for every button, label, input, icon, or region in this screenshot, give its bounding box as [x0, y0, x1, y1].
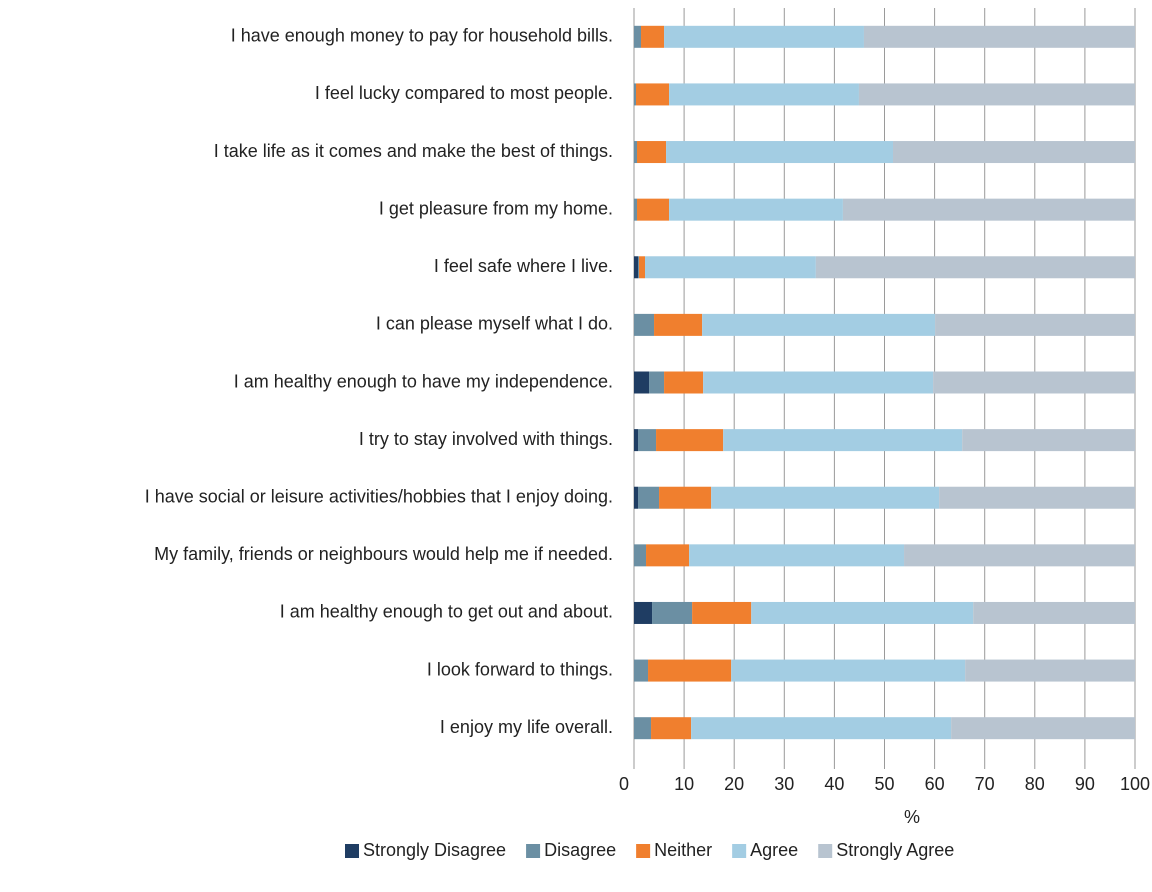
bar-segment: [935, 313, 1135, 336]
y-tick-label: I am healthy enough to have my independe…: [234, 371, 613, 391]
bar-segment: [951, 717, 1135, 740]
y-tick-label: I can please myself what I do.: [376, 314, 613, 334]
legend-swatch: [526, 844, 541, 858]
x-tick-label: 20: [724, 774, 744, 794]
legend-label: Agree: [750, 840, 798, 860]
legend-swatch: [345, 844, 359, 858]
bar-segment: [711, 486, 940, 509]
bar-segment: [702, 313, 936, 336]
bar-segment: [703, 371, 934, 394]
bar-segment: [634, 717, 652, 740]
bar-segment: [634, 601, 653, 624]
x-tick-label: 70: [975, 774, 995, 794]
bar-segment: [637, 141, 667, 164]
bar-segment: [664, 25, 864, 48]
y-tick-label: I am healthy enough to get out and about…: [280, 602, 613, 622]
bar-segment: [842, 198, 1135, 221]
bar-segment: [904, 544, 1135, 567]
bar-segment: [656, 429, 724, 452]
x-axis-label: %: [904, 807, 920, 827]
bar-segment: [664, 371, 704, 394]
bar-segment: [634, 371, 650, 394]
y-tick-label: I enjoy my life overall.: [440, 717, 613, 737]
bar-segment: [634, 659, 649, 682]
bar-segment: [634, 198, 638, 221]
bar-segment: [634, 25, 642, 48]
bar-segment: [634, 83, 637, 106]
bar-segment: [645, 256, 816, 279]
bar-segment: [639, 256, 646, 279]
bar-segment: [893, 141, 1135, 164]
bar-segment: [973, 601, 1135, 624]
bar-segment: [669, 198, 843, 221]
y-tick-label: I feel safe where I live.: [434, 256, 613, 276]
x-tick-label: 60: [925, 774, 945, 794]
x-tick-label: 10: [674, 774, 694, 794]
bar-segment: [638, 256, 640, 279]
legend-label: Strongly Disagree: [363, 840, 506, 860]
y-tick-label: I have enough money to pay for household…: [231, 26, 613, 46]
x-tick-label: 0: [619, 774, 629, 794]
bar-segment: [634, 429, 639, 452]
bar-segment: [691, 717, 952, 740]
bar-segment: [751, 601, 974, 624]
bar-segment: [669, 83, 859, 106]
x-tick-label: 40: [824, 774, 844, 794]
bar-segment: [962, 429, 1135, 452]
bar-segment: [637, 198, 670, 221]
bar-segment: [634, 313, 655, 336]
bar-segment: [731, 659, 966, 682]
bar-segment: [965, 659, 1135, 682]
bar-segment: [666, 141, 894, 164]
x-tick-label: 90: [1075, 774, 1095, 794]
y-tick-label: I have social or leisure activities/hobb…: [145, 486, 613, 506]
bar-segment: [723, 429, 963, 452]
y-tick-label: I look forward to things.: [427, 659, 613, 679]
bar-segment: [634, 544, 647, 567]
bar-segment: [651, 717, 692, 740]
bar-segment: [634, 256, 639, 279]
bar-segment: [636, 83, 670, 106]
bar-segment: [863, 25, 1135, 48]
bar-segment: [638, 486, 660, 509]
y-tick-label: I feel lucky compared to most people.: [315, 83, 613, 103]
legend-label: Strongly Agree: [836, 840, 954, 860]
bar-segment: [649, 371, 665, 394]
bar-segment: [654, 313, 703, 336]
bar-segment: [638, 429, 657, 452]
legend-label: Disagree: [544, 840, 616, 860]
bar-segment: [634, 141, 638, 164]
x-tick-label: 30: [774, 774, 794, 794]
bar-segment: [648, 659, 732, 682]
legend-label: Neither: [654, 840, 712, 860]
bar-segment: [646, 544, 690, 567]
x-tick-label: 80: [1025, 774, 1045, 794]
bar-segment: [692, 601, 752, 624]
bar-segment: [689, 544, 905, 567]
x-tick-label: 50: [874, 774, 894, 794]
legend-swatch: [818, 844, 833, 858]
y-tick-label: I get pleasure from my home.: [379, 198, 613, 218]
bar-segment: [652, 601, 693, 624]
bar-segment: [815, 256, 1135, 279]
bar-segment: [933, 371, 1135, 394]
bar-segment: [634, 486, 639, 509]
y-tick-label: My family, friends or neighbours would h…: [154, 544, 613, 564]
y-tick-label: I take life as it comes and make the bes…: [214, 141, 613, 161]
legend-swatch: [732, 844, 747, 858]
bar-segment: [659, 486, 712, 509]
bar-segment: [641, 25, 665, 48]
y-tick-label: I try to stay involved with things.: [359, 429, 613, 449]
bar-segment: [939, 486, 1135, 509]
bar-segment: [858, 83, 1135, 106]
legend-swatch: [636, 844, 651, 858]
x-tick-label: 100: [1120, 774, 1150, 794]
